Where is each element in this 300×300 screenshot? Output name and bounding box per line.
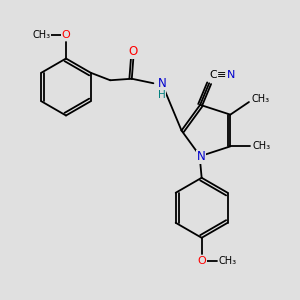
Text: N: N xyxy=(226,70,235,80)
Text: C: C xyxy=(209,70,217,80)
Text: O: O xyxy=(129,45,138,58)
Text: ≡: ≡ xyxy=(217,70,226,80)
Text: CH₃: CH₃ xyxy=(218,256,236,266)
Text: CH₃: CH₃ xyxy=(253,141,271,152)
Text: O: O xyxy=(197,256,206,266)
Text: N: N xyxy=(158,77,166,90)
Text: CH₃: CH₃ xyxy=(32,30,50,40)
Text: N: N xyxy=(196,150,205,163)
Text: CH₃: CH₃ xyxy=(252,94,270,104)
Text: H: H xyxy=(158,90,166,100)
Text: O: O xyxy=(61,30,70,40)
